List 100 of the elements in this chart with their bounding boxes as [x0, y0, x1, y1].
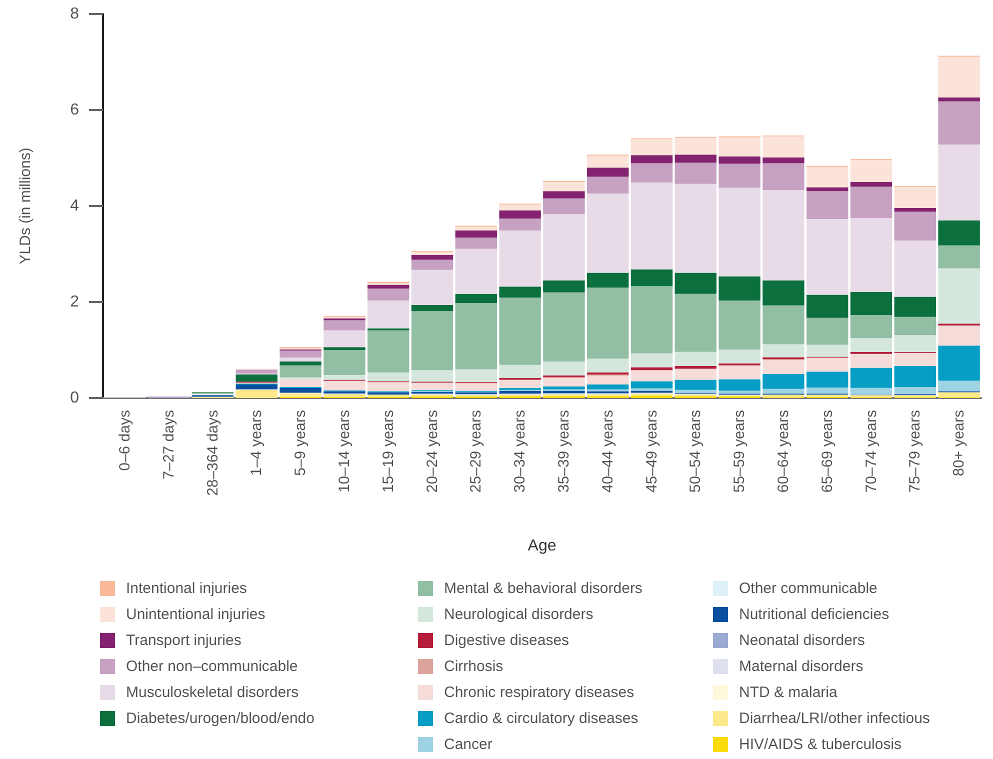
bar	[455, 302, 498, 370]
x-tick-label: 7–27 days	[160, 410, 178, 480]
legend-label: Cirrhosis	[444, 658, 504, 675]
legend-label: Other non–communicable	[126, 658, 298, 675]
x-tick-label: 28–364 days	[204, 410, 222, 496]
bar	[368, 288, 410, 301]
x-tick-label: 65–69 years	[818, 410, 836, 493]
bar	[411, 252, 454, 255]
bar	[938, 326, 980, 346]
bar	[806, 394, 848, 398]
bar	[586, 384, 629, 390]
bar	[762, 136, 804, 158]
bar	[411, 311, 454, 370]
bar	[586, 168, 629, 177]
x-tick-label: 75–79 years	[906, 410, 924, 493]
bar	[368, 330, 410, 373]
bar	[894, 212, 936, 241]
bar	[324, 350, 366, 375]
bar	[938, 144, 980, 220]
bar	[455, 383, 498, 391]
x-tick-label: 55–59 years	[731, 410, 748, 493]
x-tick-label: 70–74 years	[862, 410, 880, 493]
x-tick-label: 1–4 years	[248, 410, 266, 476]
bar	[586, 288, 629, 359]
legend-label: HIV/AIDS & tuberculosis	[739, 736, 902, 753]
bar	[762, 305, 804, 344]
bar	[674, 294, 717, 352]
bar	[850, 395, 892, 398]
bar	[280, 379, 322, 387]
y-tick-label: 6	[70, 102, 80, 118]
bar	[938, 380, 980, 392]
bar	[324, 330, 366, 348]
bar	[455, 230, 498, 238]
bar	[630, 353, 673, 368]
bar	[455, 248, 498, 294]
bar	[543, 214, 585, 280]
bar	[894, 352, 936, 366]
y-tick-label: 8	[70, 6, 80, 22]
bar	[586, 358, 629, 373]
bar	[280, 365, 322, 378]
bar	[586, 176, 629, 194]
bar	[894, 208, 936, 212]
bar	[236, 384, 278, 390]
bar	[455, 226, 498, 230]
bar	[762, 374, 804, 389]
bar	[938, 220, 980, 246]
bar	[674, 162, 717, 184]
bar	[718, 300, 760, 350]
bar	[630, 139, 673, 156]
legend-label: Diarrhea/LRI/other infectious	[739, 710, 930, 727]
bar	[938, 56, 980, 98]
bar	[718, 188, 760, 277]
bar	[543, 182, 585, 192]
x-tick-label: 45–49 years	[643, 410, 660, 493]
x-tick-label: 5–9 years	[292, 410, 310, 476]
bar	[280, 350, 322, 358]
legend-label: Cancer	[444, 736, 492, 753]
bar	[543, 198, 585, 214]
x-tick-label: 10–14 years	[336, 410, 353, 493]
y-axis-title: YLDs (in millions)	[17, 148, 34, 264]
bar	[411, 304, 454, 312]
bar	[806, 344, 848, 357]
bar	[894, 386, 936, 394]
bar	[850, 314, 892, 338]
bar	[586, 156, 629, 168]
bar	[630, 370, 673, 382]
bar	[938, 101, 980, 145]
bar	[762, 394, 804, 398]
bar	[806, 218, 848, 295]
x-tick-label: 80+ years	[950, 410, 968, 476]
bar	[850, 186, 892, 218]
bar	[368, 392, 410, 395]
x-axis-title: Age	[528, 538, 556, 554]
bar	[586, 272, 629, 288]
bar	[806, 387, 848, 394]
bar	[499, 210, 541, 218]
bar	[543, 292, 585, 362]
bar	[324, 320, 366, 330]
bar	[586, 375, 629, 385]
bar	[762, 280, 804, 306]
bar	[324, 347, 366, 350]
bar	[586, 194, 629, 273]
bar	[411, 254, 454, 260]
bar	[762, 190, 804, 280]
bar	[938, 346, 980, 381]
x-tick-label: 50–54 years	[687, 410, 704, 493]
bar	[630, 163, 673, 182]
bar	[894, 366, 936, 387]
bar	[499, 364, 541, 378]
bar	[894, 186, 936, 208]
bar	[718, 164, 760, 188]
bar	[630, 286, 673, 354]
bar	[368, 284, 410, 289]
bar	[499, 218, 541, 230]
y-tick-label: 4	[70, 198, 80, 214]
bar	[806, 318, 848, 345]
bar	[368, 300, 410, 328]
legend-label: Intentional injuries	[126, 580, 247, 597]
bar	[674, 154, 717, 163]
bar	[411, 260, 454, 270]
